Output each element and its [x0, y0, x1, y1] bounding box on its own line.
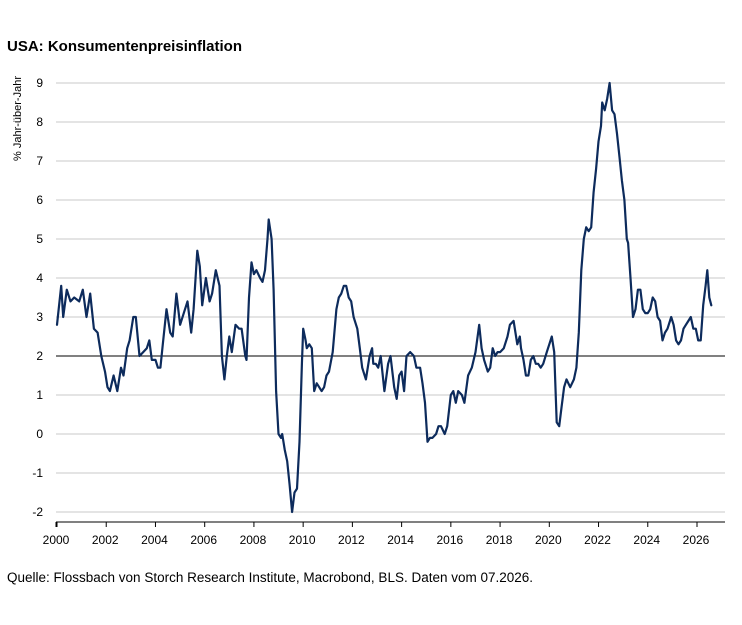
- x-tick-label: 2008: [240, 533, 267, 547]
- x-tick-label: 2024: [633, 533, 660, 547]
- x-tick-label: 2010: [289, 533, 316, 547]
- y-tick-label: 9: [36, 76, 43, 90]
- y-axis-label: % Jahr-über-Jahr: [12, 76, 24, 161]
- y-tick-label: 1: [36, 388, 43, 402]
- y-tick-label: -2: [32, 505, 43, 519]
- x-tick-label: 2000: [43, 533, 70, 547]
- y-tick-label: 4: [36, 271, 43, 285]
- y-tick-label: 7: [36, 154, 43, 168]
- x-axis: 2000 2002 2004 2006 2008 2010 2012 2014 2016 2018…: [43, 521, 725, 547]
- x-tick-label: 2014: [387, 533, 414, 547]
- y-axis-ticks: -2 -1 0 1 2 3 4 5 6 7 8 9: [32, 76, 43, 519]
- y-tick-label: 2: [36, 349, 43, 363]
- y-tick-label: 0: [36, 427, 43, 441]
- y-tick-label: 5: [36, 232, 43, 246]
- x-tick-label: 2004: [141, 533, 168, 547]
- x-tick-label: 2018: [486, 533, 513, 547]
- x-tick-label: 2026: [683, 533, 710, 547]
- chart-title: USA: Konsumentenpreisinflation: [7, 38, 243, 55]
- x-tick-label: 2016: [436, 533, 463, 547]
- x-tick-label: 2020: [535, 533, 562, 547]
- y-tick-label: 3: [36, 310, 43, 324]
- x-tick-label: 2002: [92, 533, 119, 547]
- y-tick-label: 8: [36, 115, 43, 129]
- x-tick-label: 2012: [338, 533, 365, 547]
- source-note: Quelle: Flossbach von Storch Research In…: [7, 570, 534, 585]
- x-tick-label: 2006: [190, 533, 217, 547]
- x-tick-label: 2022: [584, 533, 611, 547]
- y-tick-label: -1: [32, 466, 43, 480]
- y-tick-label: 6: [36, 193, 43, 207]
- series-line-cpi: [55, 81, 713, 514]
- series-layer: [55, 81, 713, 514]
- gridlines: [56, 82, 725, 513]
